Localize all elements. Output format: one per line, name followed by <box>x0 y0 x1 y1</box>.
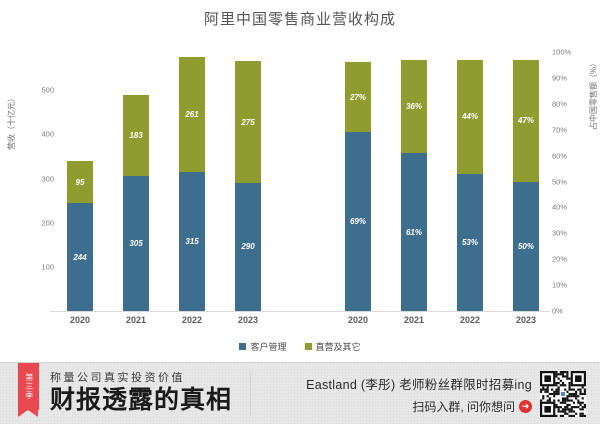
brand-block: 称量公司真实投资价值 财报透露的真相 <box>50 369 232 413</box>
right-axis-tick: 70% <box>552 125 568 135</box>
left-axis-tick: - <box>20 307 55 316</box>
bar-value-label: 305 <box>129 239 143 249</box>
brand-subtitle: 称量公司真实投资价值 <box>50 371 185 384</box>
bar-value-label: 61% <box>405 227 422 237</box>
bar-stack[interactable]: 69% 27% <box>345 62 371 311</box>
right-axis-tick: 10% <box>552 280 568 290</box>
bar-value-label: 95 <box>75 177 85 187</box>
bar-stack[interactable]: 50% 47% <box>513 59 539 311</box>
bar-value-label: 69% <box>349 217 366 227</box>
bar-segment-customer-management[interactable]: 61% <box>401 153 427 311</box>
right-axis-tick: 0% <box>552 306 563 316</box>
season-ribbon: 第三季 <box>18 363 39 417</box>
right-axis-tick: 100% <box>552 47 572 57</box>
bar-value-label: 275 <box>241 117 255 127</box>
legend-label-olive: 直营及其它 <box>315 343 361 353</box>
bar-value-label: 53% <box>461 237 478 247</box>
bar-value-label: 36% <box>405 101 422 111</box>
bar-stack[interactable]: 244 95 <box>67 161 93 311</box>
chart-container: 阿里中国零售商业营收构成 500 400 300 200 100 - 营收（十亿元） 10… <box>0 10 600 353</box>
bar-value-label: 47% <box>517 116 534 126</box>
bar-segment-direct-sales-other[interactable]: 36% <box>401 59 427 154</box>
left-axis-tick: 500 <box>41 85 54 95</box>
bar-segment-customer-management[interactable]: 305 <box>123 176 149 311</box>
left-axis-tick: 400 <box>41 129 54 139</box>
legend-item-direct-sales-other[interactable]: 直营及其它 <box>304 340 361 353</box>
bar-value-label: 183 <box>129 131 143 141</box>
bar-segment-customer-management[interactable]: 290 <box>235 182 261 311</box>
plot-area: 244 95 305 183 315 261 290 275 69% 27% 61% 36% 53% 44… <box>56 46 546 311</box>
x-axis-label: 2022 <box>459 315 481 325</box>
bar-value-label: 290 <box>241 242 255 252</box>
left-axis-tick: 100 <box>41 262 54 272</box>
arrow-right-icon: ➜ <box>519 400 532 413</box>
x-axis-label: 2020 <box>69 315 91 325</box>
season-ribbon-label: 第三季 <box>24 373 34 400</box>
bar-segment-direct-sales-other[interactable]: 275 <box>235 61 261 183</box>
legend-label-blue: 客户管理 <box>250 343 287 353</box>
bottom-banner: 第三季 称量公司真实投资价值 财报透露的真相 Eastland (李彤) 老师粉… <box>0 362 600 424</box>
x-axis-label: 2020 <box>347 315 369 325</box>
chart-title: 阿里中国零售商业营收构成 <box>203 10 396 28</box>
x-axis-label: 2023 <box>237 315 259 325</box>
right-axis-tick: 90% <box>552 73 568 83</box>
right-axis-tick: 20% <box>552 254 568 264</box>
bar-segment-customer-management[interactable]: 244 <box>67 203 93 311</box>
left-axis-tick: 300 <box>41 174 54 183</box>
x-axis-label: 2023 <box>515 315 537 325</box>
x-axis-label: 2021 <box>125 315 147 325</box>
promo-line-2: 扫码入群, 问你想问 <box>412 400 515 414</box>
right-y-axis-title: 占中国零售额（%） <box>589 58 598 130</box>
bar-segment-direct-sales-other[interactable]: 44% <box>457 59 483 174</box>
bar-stack[interactable]: 305 183 <box>123 95 149 311</box>
right-axis-tick: 60% <box>552 151 568 161</box>
bar-segment-customer-management[interactable]: 315 <box>179 171 205 311</box>
bar-stack[interactable]: 315 261 <box>179 56 205 311</box>
right-axis-tick: 50% <box>552 177 568 186</box>
bar-segment-direct-sales-other[interactable]: 261 <box>179 56 205 172</box>
bar-value-label: 244 <box>73 252 87 262</box>
right-axis-tick: 30% <box>552 228 568 238</box>
x-axis-label: 2021 <box>403 315 425 325</box>
axis-baseline <box>50 311 550 312</box>
legend-item-customer-management[interactable]: 客户管理 <box>239 340 287 353</box>
bar-stack[interactable]: 53% 44% <box>457 59 483 311</box>
right-axis-tick: 80% <box>552 99 568 109</box>
bar-value-label: 50% <box>517 241 534 251</box>
promo-line-1: Eastland (李彤) 老师粉丝群限时招募ing <box>306 378 532 392</box>
banner-divider <box>250 371 251 416</box>
qr-code-icon[interactable] <box>540 371 586 417</box>
legend-swatch-olive <box>304 343 312 350</box>
bar-stack[interactable]: 61% 36% <box>401 59 427 311</box>
left-y-axis-title: 营收（十亿元） <box>7 94 16 150</box>
brand-title: 财报透露的真相 <box>50 385 233 414</box>
bar-value-label: 27% <box>349 92 366 102</box>
x-axis-label: 2022 <box>181 315 203 325</box>
bar-segment-direct-sales-other[interactable]: 27% <box>345 62 371 133</box>
bar-segment-direct-sales-other[interactable]: 47% <box>513 59 539 182</box>
bar-stack[interactable]: 290 275 <box>235 61 261 311</box>
bar-segment-customer-management[interactable]: 69% <box>345 132 371 311</box>
bar-segment-customer-management[interactable]: 50% <box>513 181 539 311</box>
bar-value-label: 315 <box>185 236 199 246</box>
legend-swatch-blue <box>239 343 247 350</box>
left-axis-tick: 200 <box>41 218 54 228</box>
left-y-axis: 500 400 300 200 100 - <box>20 40 54 320</box>
bar-segment-direct-sales-other[interactable]: 95 <box>67 161 93 204</box>
promo-line-2-row: 扫码入群, 问你想问 ➜ <box>262 398 532 415</box>
bar-segment-direct-sales-other[interactable]: 183 <box>123 95 149 177</box>
bar-value-label: 44% <box>461 112 478 122</box>
right-y-axis: 100% 90% 80% 70% 60% 50% 40% 30% 20% 10% 0% <box>552 40 580 320</box>
bar-segment-customer-management[interactable]: 53% <box>457 173 483 311</box>
promo-block: Eastland (李彤) 老师粉丝群限时招募ing 扫码入群, 问你想问 ➜ <box>262 374 532 415</box>
bar-value-label: 261 <box>185 109 199 119</box>
right-axis-tick: 40% <box>552 202 568 212</box>
chart-legend: 客户管理 直营及其它 <box>0 340 600 353</box>
